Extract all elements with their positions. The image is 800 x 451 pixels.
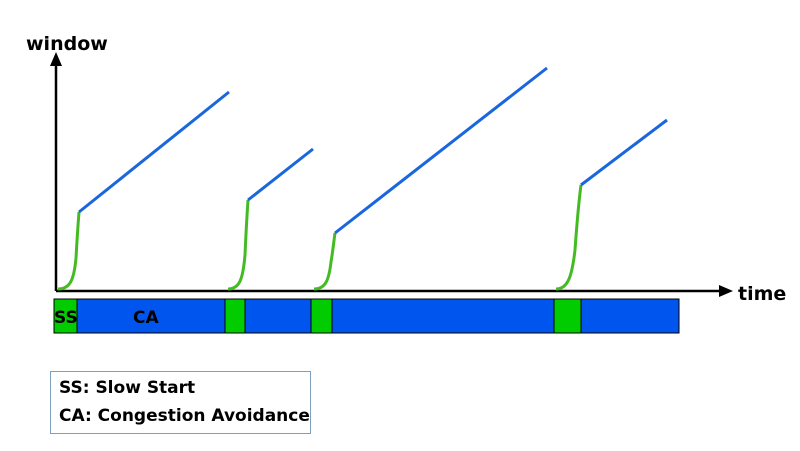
phase-segment-ss — [224, 298, 246, 334]
slow-start-curve — [57, 211, 81, 291]
congestion-avoidance-line — [78, 90, 230, 214]
phase-segment-ss — [553, 298, 582, 334]
ss-bar-label: SS — [54, 308, 78, 328]
congestion-avoidance-line — [247, 147, 314, 202]
ca-bar-label: CA — [133, 308, 159, 328]
legend: SS: Slow Start CA: Congestion Avoidance — [50, 371, 311, 434]
slow-start-curve — [313, 232, 337, 291]
slow-start-curve — [227, 199, 250, 291]
slow-start-curve — [555, 184, 583, 291]
phase-segment-ss — [310, 298, 333, 334]
phase-segment-ss — [53, 298, 78, 334]
x-axis-arrow-icon — [719, 285, 733, 297]
x-axis-label: time — [738, 283, 786, 305]
congestion-avoidance-line — [334, 66, 548, 235]
y-axis-arrow-icon — [50, 52, 62, 66]
congestion-avoidance-line — [580, 118, 668, 187]
phase-bar: SS CA — [53, 298, 680, 334]
legend-ss-entry: SS: Slow Start — [59, 378, 196, 398]
y-axis-label: window — [26, 33, 108, 55]
legend-ca-entry: CA: Congestion Avoidance — [59, 406, 310, 426]
